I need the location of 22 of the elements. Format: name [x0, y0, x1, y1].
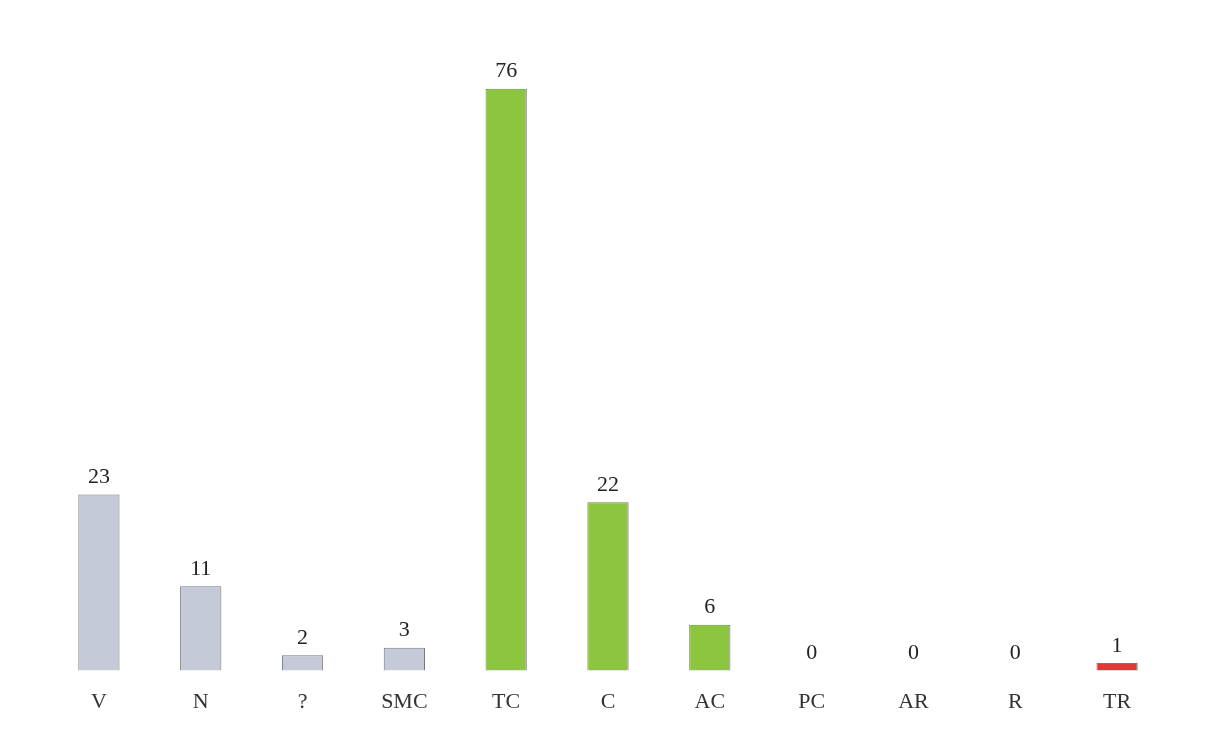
data-label: 76 — [495, 57, 518, 83]
data-label: 6 — [704, 593, 716, 619]
data-label: 0 — [1009, 639, 1021, 665]
x-tick-label: R — [1007, 687, 1023, 713]
data-label: 1 — [1111, 631, 1123, 657]
data-label: 2 — [297, 624, 309, 650]
x-tick-label: AC — [694, 687, 726, 713]
data-label: 23 — [87, 463, 110, 489]
data-label: 22 — [597, 470, 619, 496]
data-label: 0 — [907, 639, 919, 665]
x-tick-label: TC — [492, 687, 521, 713]
x-tick-label: SMC — [381, 687, 428, 713]
x-tick-label: C — [600, 687, 616, 713]
x-tick-label: ? — [297, 687, 308, 713]
data-label: 3 — [398, 616, 410, 642]
x-tick-label: V — [90, 687, 107, 713]
data-label: 0 — [806, 639, 818, 665]
x-tick-label: PC — [798, 687, 826, 713]
x-tick-label: AR — [898, 687, 930, 713]
x-tick-label: N — [192, 687, 209, 713]
data-label: 11 — [190, 555, 212, 581]
x-tick-label: TR — [1103, 687, 1132, 713]
